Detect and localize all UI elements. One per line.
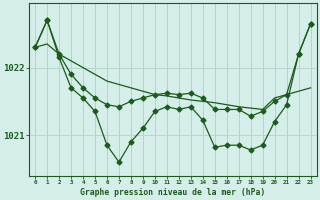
X-axis label: Graphe pression niveau de la mer (hPa): Graphe pression niveau de la mer (hPa) [80,188,266,197]
